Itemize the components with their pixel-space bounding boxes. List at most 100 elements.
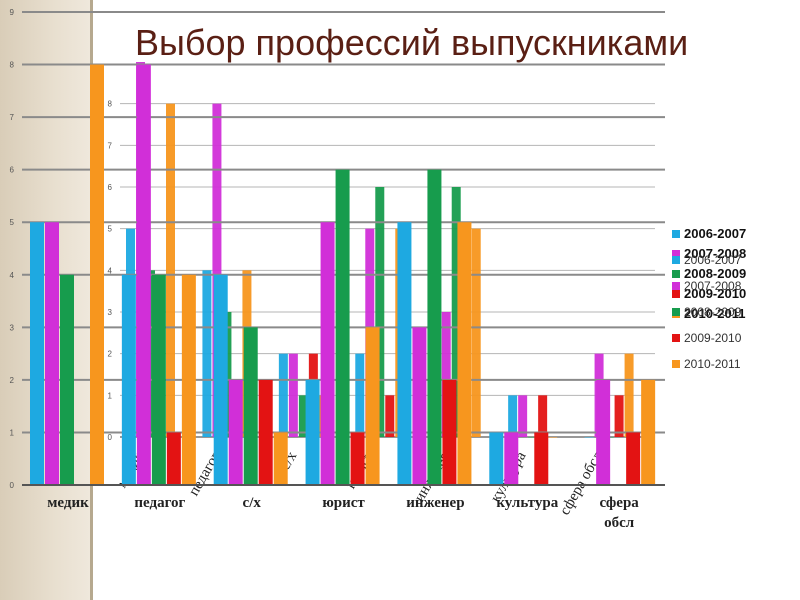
y-tick-label: 2 [10, 376, 15, 385]
bar [202, 270, 212, 437]
legend-swatch [672, 230, 680, 238]
bar [121, 274, 136, 485]
legend-back: 2006-2007 2007-2008 2008-2009 2009-2010 … [672, 252, 794, 382]
bar [397, 222, 412, 485]
bar [614, 395, 624, 437]
bar [355, 353, 365, 437]
y-tick-label: 3 [108, 308, 113, 317]
legend-item: 2009-2010 [672, 330, 794, 356]
x-tick-label: юрист [322, 495, 365, 511]
bar [624, 353, 634, 437]
legend-label: 2006-2007 [684, 253, 742, 267]
legend-swatch [672, 290, 680, 298]
bar [60, 274, 74, 485]
x-tick-label: педагог [134, 495, 185, 511]
legend-item: 2008-2009 [672, 266, 794, 286]
legend-item: 2007-2008 [672, 278, 794, 304]
y-tick-label: 1 [10, 428, 15, 437]
bar [518, 395, 528, 437]
bar [213, 274, 228, 485]
bar [151, 274, 166, 485]
bar [596, 379, 611, 485]
bar [228, 379, 243, 485]
bar [427, 169, 442, 485]
legend-item: 2008-2009 [672, 304, 794, 330]
bar [320, 222, 335, 485]
y-tick-label: 7 [10, 113, 15, 122]
y-tick-label: 5 [108, 225, 113, 234]
legend-label: 2007-2008 [684, 279, 742, 293]
y-tick-label: 5 [10, 218, 15, 227]
bar [166, 103, 175, 438]
y-tick-label: 9 [10, 8, 15, 17]
legend-label: 2008-2009 [684, 266, 747, 281]
legend-item: 2009-2010 [672, 286, 794, 306]
legend-swatch [672, 360, 680, 368]
y-tick-label: 6 [108, 183, 113, 192]
y-tick-label: 4 [108, 266, 113, 275]
bar [626, 432, 641, 485]
slide-title: Выбор профессий выпускниками [135, 22, 689, 63]
bar [538, 395, 548, 437]
bar [181, 274, 196, 485]
bar [298, 395, 308, 437]
y-tick-label: 8 [108, 100, 113, 109]
legend-swatch [672, 334, 680, 342]
bar [548, 437, 558, 438]
bar [278, 353, 288, 437]
bar [385, 395, 395, 437]
x-tick-label: обсл [604, 515, 635, 531]
x-tick-label: медик [47, 495, 89, 511]
legend-label: 2010-2011 [684, 357, 741, 371]
bar [365, 327, 380, 485]
y-tick-label: 2 [108, 350, 113, 359]
bar [641, 379, 656, 485]
bar [136, 64, 151, 486]
bar [504, 432, 519, 485]
bar [489, 432, 504, 485]
x-tick-label: сфера [599, 495, 639, 511]
legend-label: 2007-2008 [684, 246, 747, 261]
legend-front: 2006-2007 2007-2008 2008-2009 2009-2010 … [672, 226, 794, 326]
legend-label: 2009-2010 [684, 286, 747, 301]
bar [258, 379, 273, 485]
bar [528, 437, 538, 438]
bar [305, 379, 320, 485]
y-tick-label: 1 [108, 391, 113, 400]
x-tick-label: инженер [406, 495, 464, 511]
x-tick-label: с/х [243, 495, 262, 511]
legend-label: 2008-2009 [684, 305, 742, 319]
y-tick-label: 7 [108, 141, 113, 150]
bar [534, 432, 549, 485]
y-tick-label: 3 [10, 323, 15, 332]
front-chart: 0 1 2 3 4 5 6 7 8 9 медик педагог с/х юрист инженер кул… [10, 8, 665, 531]
legend-item: 2007-2008 [672, 246, 794, 266]
bar [90, 64, 104, 486]
y-tick-label: 0 [108, 433, 113, 442]
y-tick-label: 4 [10, 271, 15, 280]
bar [212, 103, 222, 438]
legend-item: 2006-2007 [672, 252, 794, 278]
bar [288, 353, 298, 437]
legend-swatch [672, 270, 680, 278]
bar [457, 222, 472, 485]
legend-item: 2006-2007 [672, 226, 794, 246]
y-tick-label: 6 [10, 166, 15, 175]
bar [442, 379, 457, 485]
legend-label: 2010-2011 [684, 306, 746, 321]
bar [375, 187, 385, 437]
legend-label: 2006-2007 [684, 226, 747, 241]
bar [584, 437, 594, 438]
bar [471, 228, 481, 437]
bar [30, 222, 44, 485]
legend-swatch [672, 250, 680, 258]
legend-swatch [672, 308, 680, 316]
bar [273, 432, 288, 485]
legend-label: 2009-2010 [684, 331, 742, 345]
bar [350, 432, 365, 485]
legend-swatch [672, 282, 680, 290]
legend-swatch [672, 256, 680, 264]
bar [243, 327, 258, 485]
bar [412, 327, 427, 485]
